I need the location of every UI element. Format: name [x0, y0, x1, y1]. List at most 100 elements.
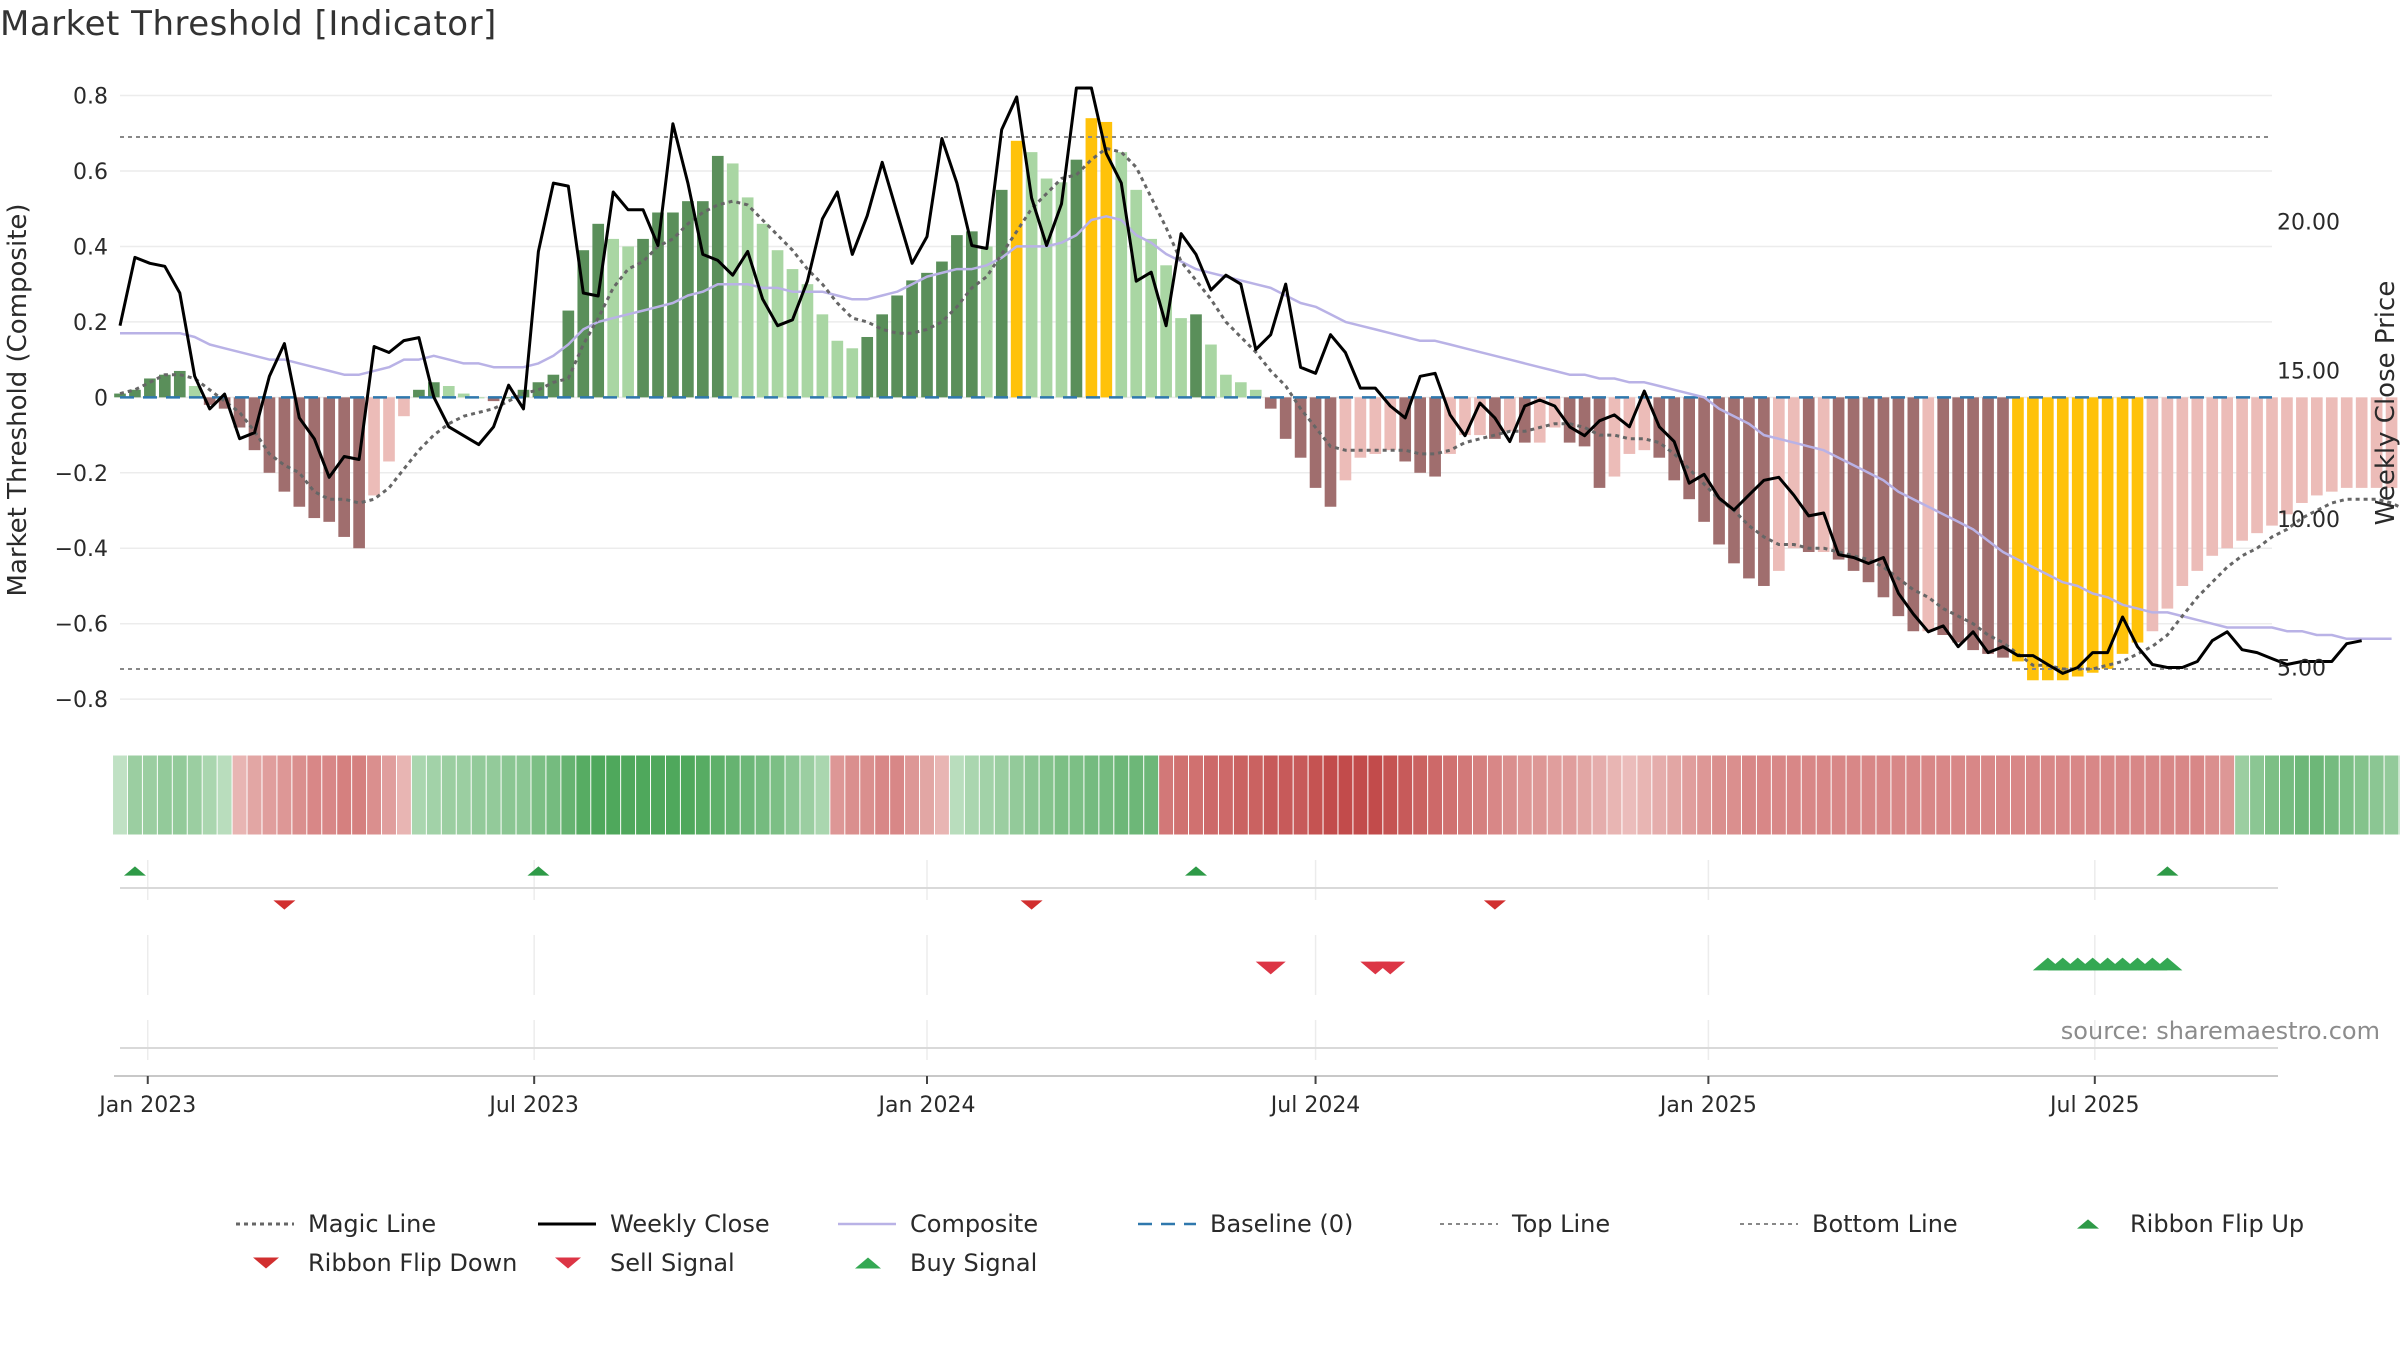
histogram-bar: [1040, 178, 1053, 398]
y-right-tick-label: 5.00: [2277, 656, 2326, 681]
histogram-bar: [1832, 397, 1845, 560]
histogram-bar: [2042, 397, 2054, 681]
ribbon-cell: [231, 754, 249, 836]
histogram-bar: [2056, 397, 2069, 681]
ribbon-cell: [2189, 754, 2206, 836]
histogram-bar: [2340, 397, 2353, 488]
y-right-tick-label: 15.00: [2277, 359, 2340, 384]
histogram-bar: [398, 397, 410, 417]
histogram-bar: [263, 397, 276, 473]
histogram-bar: [1384, 397, 1397, 451]
histogram-bar: [1025, 152, 1038, 398]
histogram-bar: [1100, 121, 1113, 398]
ribbon-cell: [575, 754, 592, 836]
ribbon-cell: [485, 754, 503, 836]
ribbon-cell: [1442, 754, 1459, 836]
ribbon-cell: [1352, 754, 1369, 836]
ribbon-cell: [2024, 754, 2042, 836]
ribbon-cell: [2039, 754, 2057, 836]
legend-label: Buy Signal: [910, 1249, 1037, 1277]
histogram-bar: [831, 340, 844, 398]
ribbon-cell: [1965, 754, 1982, 836]
ribbon-cell: [1830, 754, 1848, 836]
histogram-bar: [159, 374, 171, 398]
histogram-bar: [1877, 397, 1890, 598]
histogram-bar: [652, 212, 664, 398]
histogram-bar: [951, 235, 963, 398]
y-tick-label: −0.4: [55, 537, 108, 562]
histogram-bar: [1070, 159, 1083, 398]
ribbon-cell: [560, 754, 577, 836]
ribbon-cell: [948, 754, 966, 836]
histogram-bar: [547, 374, 560, 398]
histogram-bar: [1279, 397, 1292, 439]
ribbon-cell: [470, 754, 488, 836]
ribbon-cell: [1382, 754, 1399, 836]
legend-item: Ribbon Flip Down: [253, 1249, 517, 1277]
ribbon-cell: [500, 754, 518, 836]
histogram-bar: [2370, 397, 2383, 488]
histogram-bar: [711, 155, 724, 398]
ribbon-cell: [650, 754, 667, 836]
ribbon-cell: [694, 754, 712, 836]
ribbon-cell: [1920, 754, 1937, 836]
axes: Jan 2023 Jul 2023 Jan 2024 Jul 2024 Jan 2025…: [3, 85, 2400, 1118]
legend-label: Ribbon Flip Down: [308, 1249, 517, 1277]
ribbon-cell: [1307, 754, 1325, 836]
ribbon-cell: [2174, 754, 2191, 836]
ribbon-cell: [336, 754, 353, 836]
ribbon-cell: [993, 754, 1011, 836]
histogram-bar: [2161, 397, 2174, 609]
histogram-bar: [114, 393, 126, 398]
histogram-bar: [457, 393, 470, 398]
histogram-bar: [1369, 397, 1382, 454]
y-right-axis-title: Weekly Close Price: [2371, 281, 2400, 526]
histogram-bar: [1593, 397, 1606, 488]
histogram-bar: [428, 382, 440, 398]
histogram-bar: [697, 201, 709, 398]
histogram-bar: [1130, 189, 1143, 398]
ribbon-flip-down-marker: [1483, 900, 1506, 910]
histogram-bar: [1533, 397, 1546, 443]
ribbon-flip-up-marker: [2156, 866, 2179, 876]
legend-label: Sell Signal: [610, 1249, 735, 1277]
ribbon-cell: [1128, 754, 1145, 836]
y-axis-title: Market Threshold (Composite): [3, 203, 33, 596]
ribbon-cell: [1053, 754, 1071, 836]
histogram-bar: [1608, 397, 1621, 477]
histogram-bar: [801, 284, 814, 398]
histogram-bar: [413, 389, 425, 398]
ribbon-cell: [1561, 754, 1579, 836]
histogram-bar: [1160, 265, 1172, 398]
histogram-bar: [129, 389, 141, 398]
histogram-bar: [1907, 397, 1920, 632]
histogram-bar: [995, 189, 1008, 398]
legend-item: Baseline (0): [1138, 1210, 1353, 1238]
histogram-bar: [353, 397, 365, 549]
histogram-bar: [144, 378, 156, 398]
ribbon-cell: [933, 754, 951, 836]
x-tick-label: Jan 2024: [877, 1093, 976, 1118]
series-lines: [118, 86, 2400, 675]
ribbon-cell: [1083, 754, 1100, 836]
ribbon-cell: [276, 754, 293, 836]
histogram-bar: [1713, 397, 1725, 545]
histogram-bar: [667, 212, 679, 398]
ribbon-cell: [2278, 754, 2296, 836]
histogram-bar: [2221, 397, 2233, 549]
ribbon-cell: [530, 754, 548, 836]
ribbon-cell: [1023, 754, 1041, 836]
ribbon-cell: [2099, 754, 2117, 836]
histogram-bar: [2206, 397, 2219, 556]
histogram-bar: [1548, 397, 1561, 428]
legend-item: Magic Line: [236, 1210, 436, 1238]
ribbon-cell: [1143, 754, 1160, 836]
histogram-bar: [1294, 397, 1307, 458]
ribbon-cell: [381, 754, 398, 836]
legend-item: Top Line: [1440, 1210, 1610, 1238]
ribbon-cell: [410, 754, 428, 836]
ribbon-cell: [291, 754, 308, 836]
x-tick-label: Jul 2025: [2048, 1093, 2140, 1118]
x-tick-label: Jul 2023: [487, 1093, 579, 1118]
ribbon-cell: [1008, 754, 1026, 836]
